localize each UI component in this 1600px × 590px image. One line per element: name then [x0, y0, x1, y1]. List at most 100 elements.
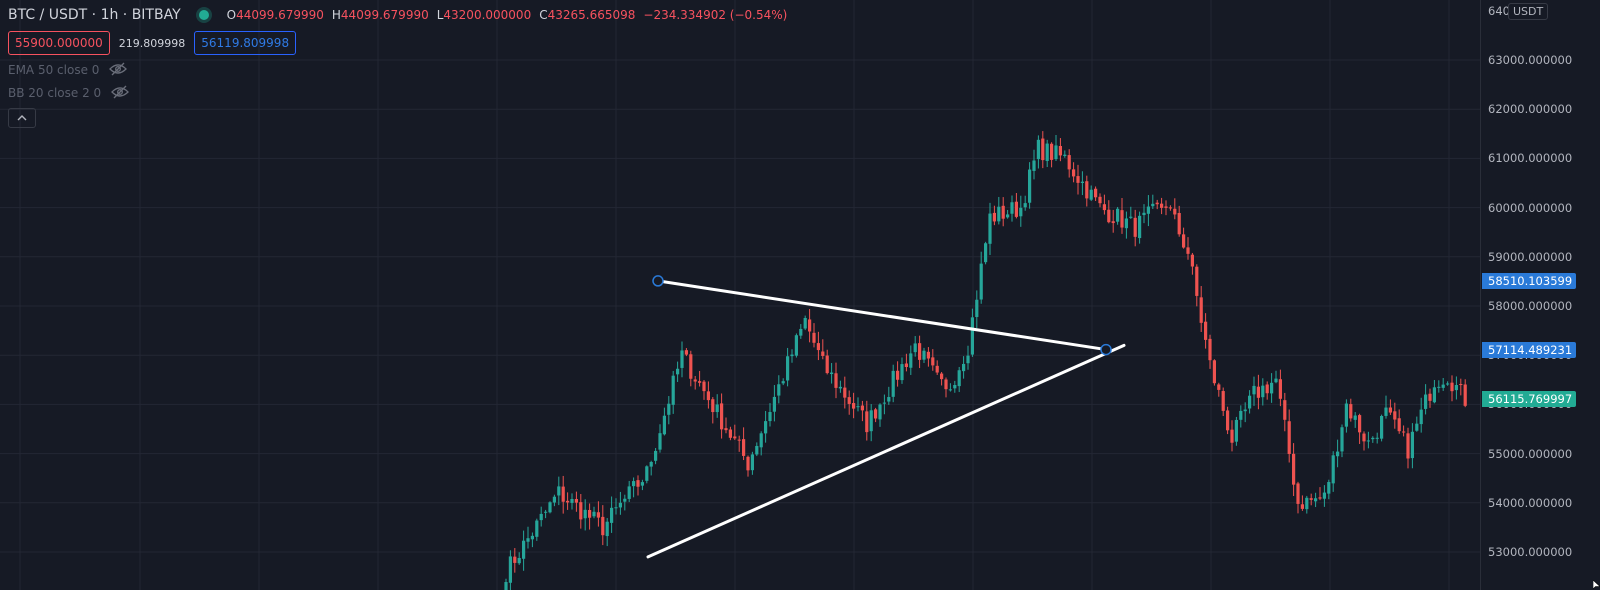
candle-body: [1384, 407, 1388, 416]
candle-body: [803, 317, 807, 329]
candle-body: [1252, 385, 1256, 395]
candle-body: [799, 328, 803, 336]
candle-body: [1380, 415, 1384, 439]
candle-body: [1190, 254, 1194, 267]
candle-body: [1226, 410, 1230, 431]
cursor-icon: [1593, 580, 1600, 590]
candle-body: [825, 355, 829, 374]
candle-body: [711, 399, 715, 413]
buy-button[interactable]: 56119.809998: [194, 31, 297, 55]
candle-body: [1094, 188, 1098, 198]
candle-body: [1177, 212, 1181, 235]
candle-body: [1041, 138, 1045, 161]
candle-body: [1388, 407, 1392, 413]
candle-body: [1358, 415, 1362, 433]
price-axis[interactable]: 640 53000.000000 54000.000000 55000.000000…: [1481, 0, 1600, 590]
candle-body: [1406, 433, 1410, 459]
candle-body: [724, 428, 728, 431]
candle-body: [922, 350, 926, 360]
candle-body: [940, 373, 944, 380]
trend-lines[interactable]: [646, 275, 1126, 559]
candle-body: [1054, 145, 1058, 160]
candle-body: [610, 507, 614, 523]
candle-body: [508, 556, 512, 583]
candle-body: [1001, 205, 1005, 219]
candle-body: [821, 351, 825, 356]
candle-body: [1402, 431, 1406, 433]
candle-body: [658, 433, 662, 450]
candle-body: [548, 502, 552, 513]
candle-body: [645, 466, 649, 481]
candle-body: [579, 502, 583, 520]
candle-body: [504, 582, 508, 590]
indicator-ema[interactable]: EMA 50 close 0: [8, 60, 128, 80]
candle-body: [632, 481, 636, 487]
indicator-label: EMA 50 close 0: [8, 63, 100, 77]
close-label: C: [539, 8, 548, 22]
last-price-tag: 56115.769997: [1482, 390, 1577, 407]
candle-body: [865, 411, 869, 433]
candle-body: [1327, 482, 1331, 494]
anchor-handle: [1100, 343, 1112, 356]
price-tick-label: 53000.000000: [1488, 545, 1573, 559]
price-tick-label: 54000.000000: [1488, 495, 1573, 510]
eye-off-icon[interactable]: [111, 85, 130, 102]
sell-button[interactable]: 55900.000000: [8, 31, 110, 55]
candle-body: [574, 499, 578, 503]
candle-body: [852, 403, 856, 409]
high-value: 44099.679990: [340, 8, 429, 22]
candle-body: [838, 386, 842, 389]
candle-body: [689, 354, 693, 379]
eye-off-icon[interactable]: [109, 62, 128, 79]
candle-body: [1182, 234, 1186, 248]
candle-body: [667, 403, 671, 415]
candle-body: [926, 351, 930, 359]
candle-body: [561, 486, 565, 502]
candle-body: [1058, 146, 1062, 156]
candle-body: [1138, 215, 1142, 239]
candle-body: [684, 350, 688, 355]
indicator-label: BB 20 close 2 0: [8, 86, 102, 100]
candle-body: [605, 521, 609, 537]
candle-body: [1256, 386, 1260, 398]
candle-body: [1428, 393, 1432, 401]
candle-body: [1098, 196, 1102, 204]
candle-body: [1010, 202, 1014, 214]
candle-body: [706, 391, 710, 401]
indicator-bb[interactable]: BB 20 close 2 0: [8, 83, 130, 103]
symbol-info[interactable]: BTC / USDT · 1h · BITBAY: [8, 7, 181, 23]
candle-body: [1195, 266, 1199, 296]
candle-body: [830, 372, 834, 375]
candle-body: [1173, 208, 1177, 215]
currency-selector[interactable]: USDT: [1508, 3, 1549, 20]
collapse-legend-button[interactable]: [8, 108, 36, 128]
candle-body: [1212, 360, 1216, 384]
candle-body: [671, 375, 675, 405]
candle-body: [1028, 169, 1032, 203]
candle-body: [913, 343, 917, 353]
candle-body: [1023, 203, 1027, 208]
candle-body: [1270, 382, 1274, 394]
trendline-price-tag: 57114.489231: [1482, 341, 1577, 358]
candle-body: [1107, 209, 1111, 223]
candle-body: [513, 556, 517, 563]
candle-body: [1410, 431, 1414, 459]
candle-body: [1336, 451, 1340, 457]
candle-body: [1278, 379, 1282, 399]
candle-body: [1305, 497, 1309, 510]
market-status-icon[interactable]: [198, 10, 209, 20]
candle-body: [1318, 497, 1322, 499]
candle-body: [794, 335, 798, 356]
candle-body: [1036, 139, 1040, 160]
candle-body: [1454, 385, 1458, 391]
candle-body: [1415, 423, 1419, 431]
candle-body: [843, 387, 847, 398]
candle-body: [720, 403, 724, 430]
candle-body: [1124, 218, 1128, 229]
candle-body: [1085, 181, 1089, 199]
candle-body: [1186, 247, 1190, 254]
candle-body: [1019, 207, 1023, 217]
candle-body: [834, 373, 838, 388]
price-tick-label: 640: [1488, 4, 1510, 18]
